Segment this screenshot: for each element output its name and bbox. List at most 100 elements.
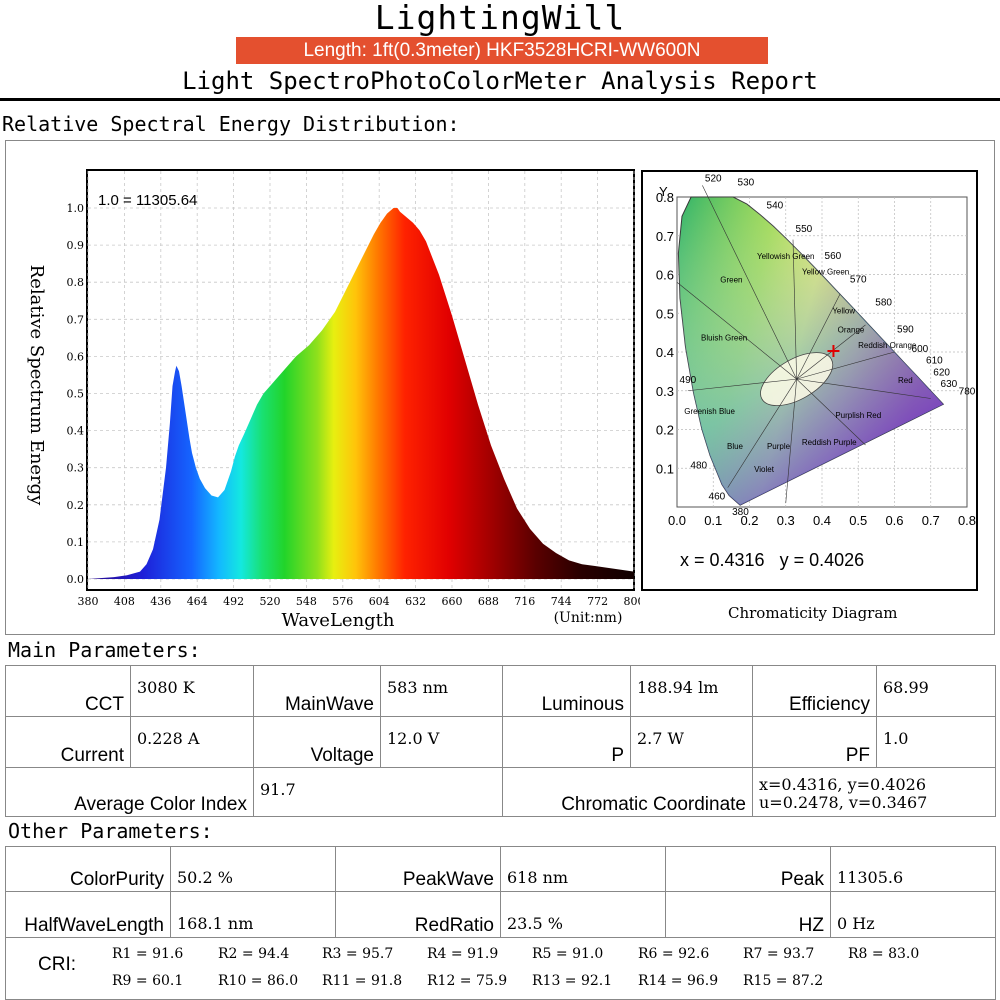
chromaticity-readout: x = 0.4316 y = 0.4026 — [680, 550, 864, 571]
chromaticity-x-tick-label: 0.2 — [740, 513, 758, 528]
x-tick-label: 436 — [150, 595, 171, 608]
chromatic-coordinate-label: Chromatic Coordinate — [502, 767, 753, 817]
cct-value: 3080 K — [130, 665, 254, 717]
current-label: Current — [5, 716, 131, 768]
cri-value: R10 = 86.0 — [218, 973, 299, 989]
chromaticity-x-tick-label: 0.7 — [922, 513, 940, 528]
wavelength-label: 490 — [680, 375, 697, 386]
x-tick-label: 576 — [332, 595, 353, 608]
chromaticity-y-tick-label: 0.3 — [656, 384, 674, 399]
normalization-annotation: 1.0 = 11305.64 — [98, 192, 197, 209]
y-axis-label: Relative Spectrum Energy — [26, 265, 47, 507]
y-tick-label: 0.0 — [67, 573, 85, 586]
chromaticity-x-tick-label: 0.8 — [958, 513, 976, 528]
avg-color-index-label: Average Color Index — [5, 767, 254, 817]
half-wave-length-label: HalfWaveLength — [5, 891, 171, 938]
cri-value: R8 = 83.0 — [848, 946, 920, 962]
x-tick-label: 604 — [369, 595, 390, 608]
unit-label: (Unit:nm) — [554, 610, 623, 626]
region-boundary — [796, 351, 895, 380]
wavelength-label: 580 — [875, 298, 892, 309]
voltage-value: 12.0 V — [380, 716, 503, 768]
region-label: Purple — [767, 442, 791, 451]
other-parameters-title: Other Parameters: — [8, 819, 213, 843]
region-label: Yellow Green — [802, 268, 849, 277]
cri-value: R2 = 94.4 — [218, 946, 290, 962]
luminous-value: 188.94 lm — [630, 665, 753, 717]
region-boundary — [687, 378, 797, 392]
efficiency-label: Efficiency — [752, 665, 877, 717]
chromaticity-x-tick-label: 0.4 — [813, 513, 831, 528]
chromaticity-y-tick-label: 0.2 — [656, 423, 674, 438]
cri-value: R15 = 87.2 — [743, 973, 824, 989]
y-tick-label: 0.3 — [67, 462, 85, 475]
chromaticity-x-tick-label: 0.0 — [668, 513, 686, 528]
wavelength-label: 570 — [850, 274, 867, 285]
wavelength-label: 380 — [732, 507, 749, 518]
x-tick-label: 548 — [296, 595, 317, 608]
chromaticity-y-tick-label: 0.7 — [656, 229, 674, 244]
hz-value: 0 Hz — [830, 891, 996, 938]
main-parameters-table: CCT 3080 K MainWave 583 nm Luminous 188.… — [5, 665, 996, 817]
wavelength-label: 630 — [941, 379, 958, 390]
voltage-label: Voltage — [253, 716, 381, 768]
region-label: Purplish Red — [835, 411, 881, 420]
peak-value: 11305.6 — [830, 846, 996, 892]
spd-section-title: Relative Spectral Energy Distribution: — [2, 112, 460, 136]
luminous-label: Luminous — [502, 665, 631, 717]
hz-label: HZ — [665, 891, 831, 938]
y-tick-label: 0.7 — [67, 313, 85, 326]
chromaticity-x-tick-label: 0.5 — [849, 513, 867, 528]
cri-value: R13 = 92.1 — [532, 973, 613, 989]
red-ratio-label: RedRatio — [335, 891, 501, 938]
red-ratio-value: 23.5 % — [500, 891, 666, 938]
cri-value: R3 = 95.7 — [322, 946, 394, 962]
x-tick-label: 464 — [187, 595, 208, 608]
region-boundary — [785, 379, 797, 504]
y-tick-label: 0.6 — [67, 350, 85, 363]
x-tick-label: 408 — [114, 595, 135, 608]
y-tick-label: 0.8 — [67, 276, 85, 289]
pf-value: 1.0 — [876, 716, 996, 768]
efficiency-value: 68.99 — [876, 665, 996, 717]
y-tick-label: 0.2 — [67, 499, 85, 512]
x-tick-label: 772 — [587, 595, 608, 608]
cct-label: CCT — [5, 665, 131, 717]
y-tick-label: 1.0 — [67, 202, 85, 215]
spd-panel-frame — [5, 140, 995, 635]
region-label: Orange — [838, 326, 865, 335]
spectrum-chart: 380 408 436 464 492 520 548 576 604 632 660 688 716 7… — [26, 169, 640, 631]
other-parameters-table: ColorPurity 50.2 % PeakWave 618 nm Peak … — [5, 846, 996, 1000]
region-label: Reddish Orange — [858, 341, 917, 350]
chromaticity-y-readout: y = 0.4026 — [779, 550, 865, 570]
main-wave-value: 583 nm — [380, 665, 503, 717]
peak-wave-label: PeakWave — [335, 846, 501, 892]
main-parameters-title: Main Parameters: — [8, 638, 201, 662]
cri-value: R11 = 91.8 — [322, 973, 403, 989]
color-purity-value: 50.2 % — [170, 846, 336, 892]
cri-value: R1 = 91.6 — [112, 946, 184, 962]
region-label: Blue — [727, 442, 744, 451]
cri-row — [5, 937, 996, 1000]
cri-value: R6 = 92.6 — [638, 946, 710, 962]
peak-wave-value: 618 nm — [500, 846, 666, 892]
wavelength-label: 780 — [959, 387, 976, 398]
wavelength-label: 460 — [709, 491, 726, 502]
cri-value: R9 = 60.1 — [112, 973, 184, 989]
main-wave-label: MainWave — [253, 665, 381, 717]
x-axis-label: WaveLength — [281, 610, 394, 631]
half-wave-length-value: 168.1 nm — [170, 891, 336, 938]
report-title: Light SpectroPhotoColorMeter Analysis Re… — [182, 67, 818, 95]
x-tick-label: 688 — [478, 595, 499, 608]
chromaticity-x-tick-label: 0.6 — [885, 513, 903, 528]
region-label: Bluish Green — [701, 333, 747, 342]
chromaticity-y-tick-label: 0.6 — [656, 268, 674, 283]
brand-title: LightingWill — [374, 0, 626, 37]
wavelength-label: 600 — [912, 344, 929, 355]
x-tick-label: 660 — [442, 595, 463, 608]
cri-value: R7 = 93.7 — [743, 946, 815, 962]
wavelength-label: 590 — [897, 325, 914, 336]
y-tick-label: 0.9 — [67, 239, 85, 252]
wavelength-label: 550 — [796, 224, 813, 235]
wavelength-label: 480 — [690, 460, 707, 471]
